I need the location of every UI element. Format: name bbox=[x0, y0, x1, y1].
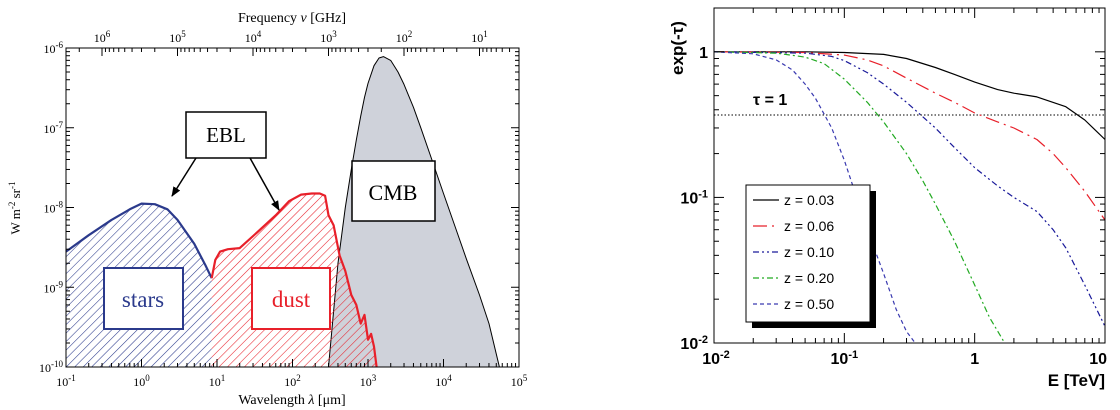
tau-reference-label: τ = 1 bbox=[753, 92, 787, 109]
cmb-label-box bbox=[351, 160, 436, 222]
legend-label: z = 0.06 bbox=[784, 218, 834, 234]
x-tick-label: 10-1 bbox=[56, 373, 76, 389]
top-axis-label-suffix: [GHz] bbox=[307, 11, 346, 26]
series-line-0-50 bbox=[713, 51, 916, 344]
right-chart: 10-2 10-1 1 10 10-2 10-1 1 τ = 1 exp(-τ) E [Te… bbox=[668, 7, 1107, 390]
right-chart-tick-labels: 10-2 10-1 1 10 10-2 10-1 1 bbox=[680, 45, 1107, 368]
x-tick-label: 10-1 bbox=[831, 349, 859, 368]
legend: z = 0.03 z = 0.06 z = 0.10 z = 0.20 z = 0.50 bbox=[745, 184, 876, 328]
series-line-0-06 bbox=[713, 51, 1106, 221]
right-chart-series bbox=[713, 51, 1106, 344]
legend-label: z = 0.20 bbox=[784, 270, 834, 286]
ebl-arrow-stars bbox=[171, 157, 197, 197]
legend-entry: z = 0.50 bbox=[753, 296, 834, 312]
x-axis-label-suffix: [μm] bbox=[314, 393, 345, 408]
ebl-label: EBL bbox=[206, 123, 246, 147]
y-axis-label-unit-sr: sr bbox=[8, 188, 23, 201]
x-tick-label: 103 bbox=[360, 373, 377, 389]
x-tick-label: 1 bbox=[970, 351, 979, 368]
stars-label-box bbox=[103, 267, 184, 330]
dust-label: dust bbox=[272, 287, 311, 312]
cmb-annotation: CMB bbox=[351, 160, 436, 222]
top-tick-label: 105 bbox=[169, 29, 186, 45]
curve-cmb bbox=[328, 56, 500, 368]
series-line-0-03 bbox=[714, 51, 1106, 140]
ebl-arrow-dust bbox=[249, 157, 280, 211]
y-axis-label: W m-2 sr-1 bbox=[7, 181, 23, 234]
y-tick-label: 10-10 bbox=[39, 359, 63, 375]
right-chart-ticks bbox=[713, 7, 1106, 344]
top-tick-label: 104 bbox=[245, 29, 262, 45]
x-axis-label-symbol: λ bbox=[307, 393, 314, 408]
x-tick-label: 105 bbox=[511, 373, 528, 389]
y-tick-label: 10-6 bbox=[44, 40, 64, 56]
x-tick-label: 10 bbox=[1089, 351, 1107, 368]
legend-entry: z = 0.20 bbox=[753, 270, 834, 286]
legend-label: z = 0.03 bbox=[784, 192, 834, 208]
x-axis-label: Wavelength λ [μm] bbox=[238, 393, 345, 408]
y-tick-label: 1 bbox=[699, 45, 708, 62]
legend-label: z = 0.50 bbox=[784, 296, 834, 312]
y-tick-label: 10-9 bbox=[44, 279, 64, 295]
x-tick-label: 104 bbox=[435, 373, 452, 389]
stars-annotation: stars bbox=[103, 267, 184, 330]
dust-label-box bbox=[251, 267, 331, 330]
curve-dust bbox=[210, 192, 378, 368]
y-axis-label-exp2: -1 bbox=[7, 181, 17, 189]
dust-annotation: dust bbox=[251, 267, 331, 330]
curve-stars bbox=[65, 202, 213, 279]
right-x-axis-label: E [TeV] bbox=[1048, 371, 1105, 390]
x-tick-label: 101 bbox=[209, 373, 226, 389]
x-axis-label-prefix: Wavelength bbox=[238, 393, 308, 408]
top-axis-label-prefix: Frequency bbox=[238, 11, 301, 26]
top-axis-label-symbol: ν bbox=[301, 11, 308, 26]
top-axis-label: Frequency ν [GHz] bbox=[238, 11, 346, 26]
y-tick-label: 10-8 bbox=[44, 200, 64, 216]
ebl-label-box bbox=[185, 111, 267, 159]
left-chart-ticks bbox=[65, 47, 520, 368]
legend-entry: z = 0.03 bbox=[753, 192, 834, 208]
ebl-annotation: EBL bbox=[171, 111, 280, 211]
x-tick-label: 100 bbox=[133, 373, 150, 389]
top-tick-label: 106 bbox=[94, 29, 111, 45]
left-chart-tick-labels: 10-1 100 101 102 103 104 105 10-10 10-9 10-8 10-7 1… bbox=[39, 29, 528, 389]
legend-entry: z = 0.06 bbox=[753, 218, 834, 234]
legend-entries: z = 0.03 z = 0.06 z = 0.10 z = 0.20 z = 0.50 bbox=[753, 192, 834, 312]
legend-label: z = 0.10 bbox=[784, 244, 834, 260]
cmb-label: CMB bbox=[369, 180, 418, 205]
legend-box bbox=[745, 184, 871, 323]
x-tick-label: 10-2 bbox=[702, 349, 730, 368]
stars-label: stars bbox=[122, 287, 164, 312]
right-y-axis-label: exp(-τ) bbox=[668, 21, 687, 75]
y-tick-label: 10-1 bbox=[680, 188, 708, 207]
y-axis-label-unit-w: W m bbox=[8, 209, 23, 234]
top-tick-label: 103 bbox=[320, 29, 337, 45]
series-line-0-10 bbox=[713, 51, 1106, 327]
top-tick-label: 102 bbox=[396, 29, 413, 45]
y-tick-label: 10-7 bbox=[44, 120, 64, 136]
right-chart-frame bbox=[713, 7, 1106, 344]
y-axis-label-exp1: -2 bbox=[7, 202, 17, 210]
top-tick-label: 101 bbox=[471, 29, 488, 45]
y-tick-label: 10-2 bbox=[680, 334, 708, 353]
series-line-0-20 bbox=[713, 51, 1006, 344]
legend-entry: z = 0.10 bbox=[753, 244, 834, 260]
right-chart-plot-area bbox=[713, 51, 1106, 344]
left-chart: 10-1 100 101 102 103 104 105 10-10 10-9 10-8 10-7 1… bbox=[7, 11, 528, 408]
x-tick-label: 102 bbox=[284, 373, 301, 389]
